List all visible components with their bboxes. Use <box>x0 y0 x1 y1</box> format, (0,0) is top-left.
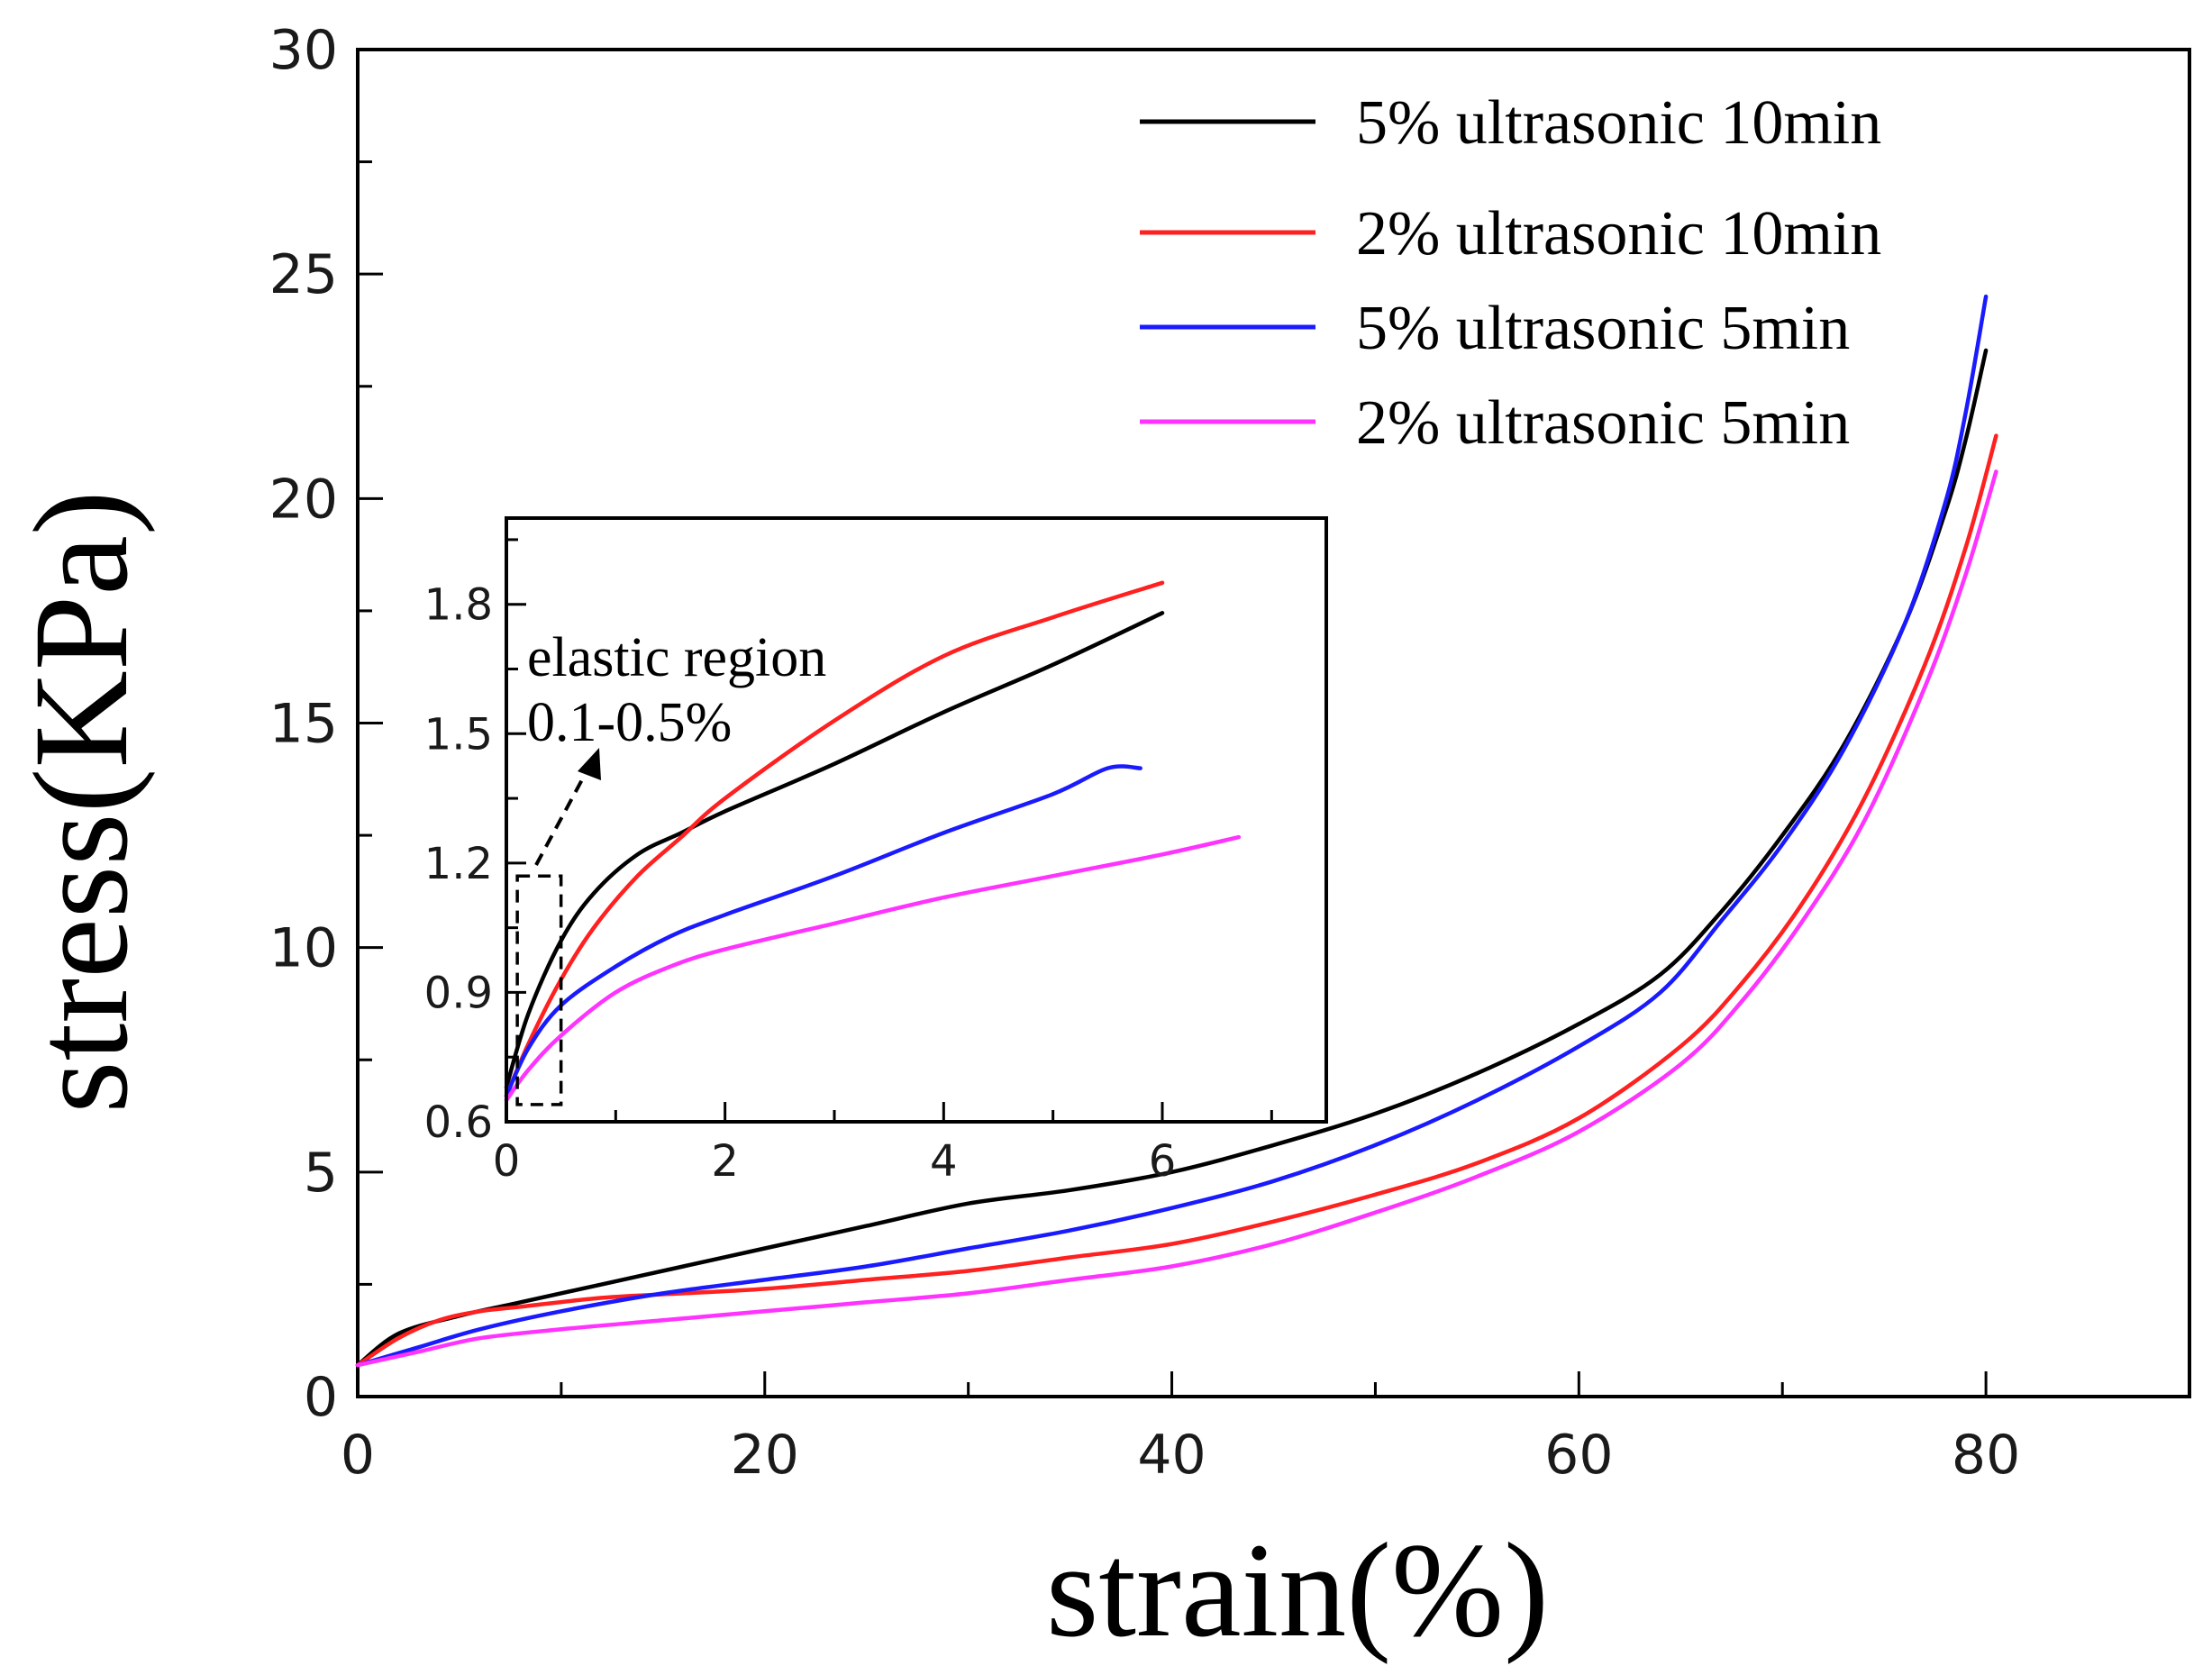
inset-y-tick-label: 1.2 <box>424 839 493 889</box>
y-axis-label: stress(KPa) <box>6 490 156 1114</box>
x-tick-label: 80 <box>1952 1424 2020 1487</box>
inset-series-line-4 <box>504 834 1242 1103</box>
legend-label-4: 2% ultrasonic 5min <box>1356 388 1850 458</box>
y-tick-label: 0 <box>304 1366 338 1429</box>
inset-axes: 0 2 4 6 0.6 0.9 1.2 1.5 1.8 <box>424 538 1273 1187</box>
arrowhead-icon <box>578 748 601 780</box>
x-axis-label: strain(%) <box>1046 1516 1549 1665</box>
series-line-3 <box>355 294 1989 1368</box>
y-tick-label: 25 <box>269 243 338 306</box>
inset-x-tick-label: 0 <box>493 1136 521 1187</box>
legend-label-1: 5% ultrasonic 10min <box>1356 88 1881 158</box>
inset-x-tick-label: 2 <box>711 1136 739 1187</box>
main-series-group <box>355 294 1998 1368</box>
inset-chart: 0 2 4 6 0.6 0.9 1.2 1.5 1.8 elastic region 0.1-0… <box>424 516 1328 1187</box>
x-tick-label: 40 <box>1137 1424 1206 1487</box>
y-tick-label: 15 <box>269 693 338 756</box>
x-tick-label: 60 <box>1544 1424 1613 1487</box>
legend-label-3: 5% ultrasonic 5min <box>1356 294 1850 363</box>
inset-y-tick-label: 0.9 <box>424 968 493 1018</box>
x-tick-label: 0 <box>341 1424 375 1487</box>
inset-x-tick-label: 6 <box>1149 1136 1177 1187</box>
inset-y-tick-label: 0.6 <box>424 1097 493 1148</box>
legend: 5% ultrasonic 10min 2% ultrasonic 10min 5%… <box>1140 88 1881 458</box>
legend-label-2: 2% ultrasonic 10min <box>1356 199 1881 269</box>
inset-x-tick-label: 4 <box>930 1136 958 1187</box>
inset-frame <box>505 516 1328 1124</box>
elastic-region-box <box>515 874 563 1106</box>
annotation-line-2: 0.1-0.5% <box>527 692 732 753</box>
y-tick-label: 20 <box>269 468 338 531</box>
y-tick-label: 10 <box>269 917 338 980</box>
series-line-2 <box>355 433 1998 1368</box>
x-tick-label: 20 <box>731 1424 799 1487</box>
inset-series-line-1 <box>504 611 1165 1089</box>
series-line-4 <box>355 469 1998 1368</box>
annotation-line-1: elastic region <box>527 627 826 688</box>
inset-y-tick-label: 1.8 <box>424 580 493 631</box>
y-tick-label: 30 <box>269 19 338 82</box>
inset-y-tick-label: 1.5 <box>424 709 493 760</box>
y-tick-label: 5 <box>304 1142 338 1205</box>
inset-background <box>506 518 1326 1122</box>
